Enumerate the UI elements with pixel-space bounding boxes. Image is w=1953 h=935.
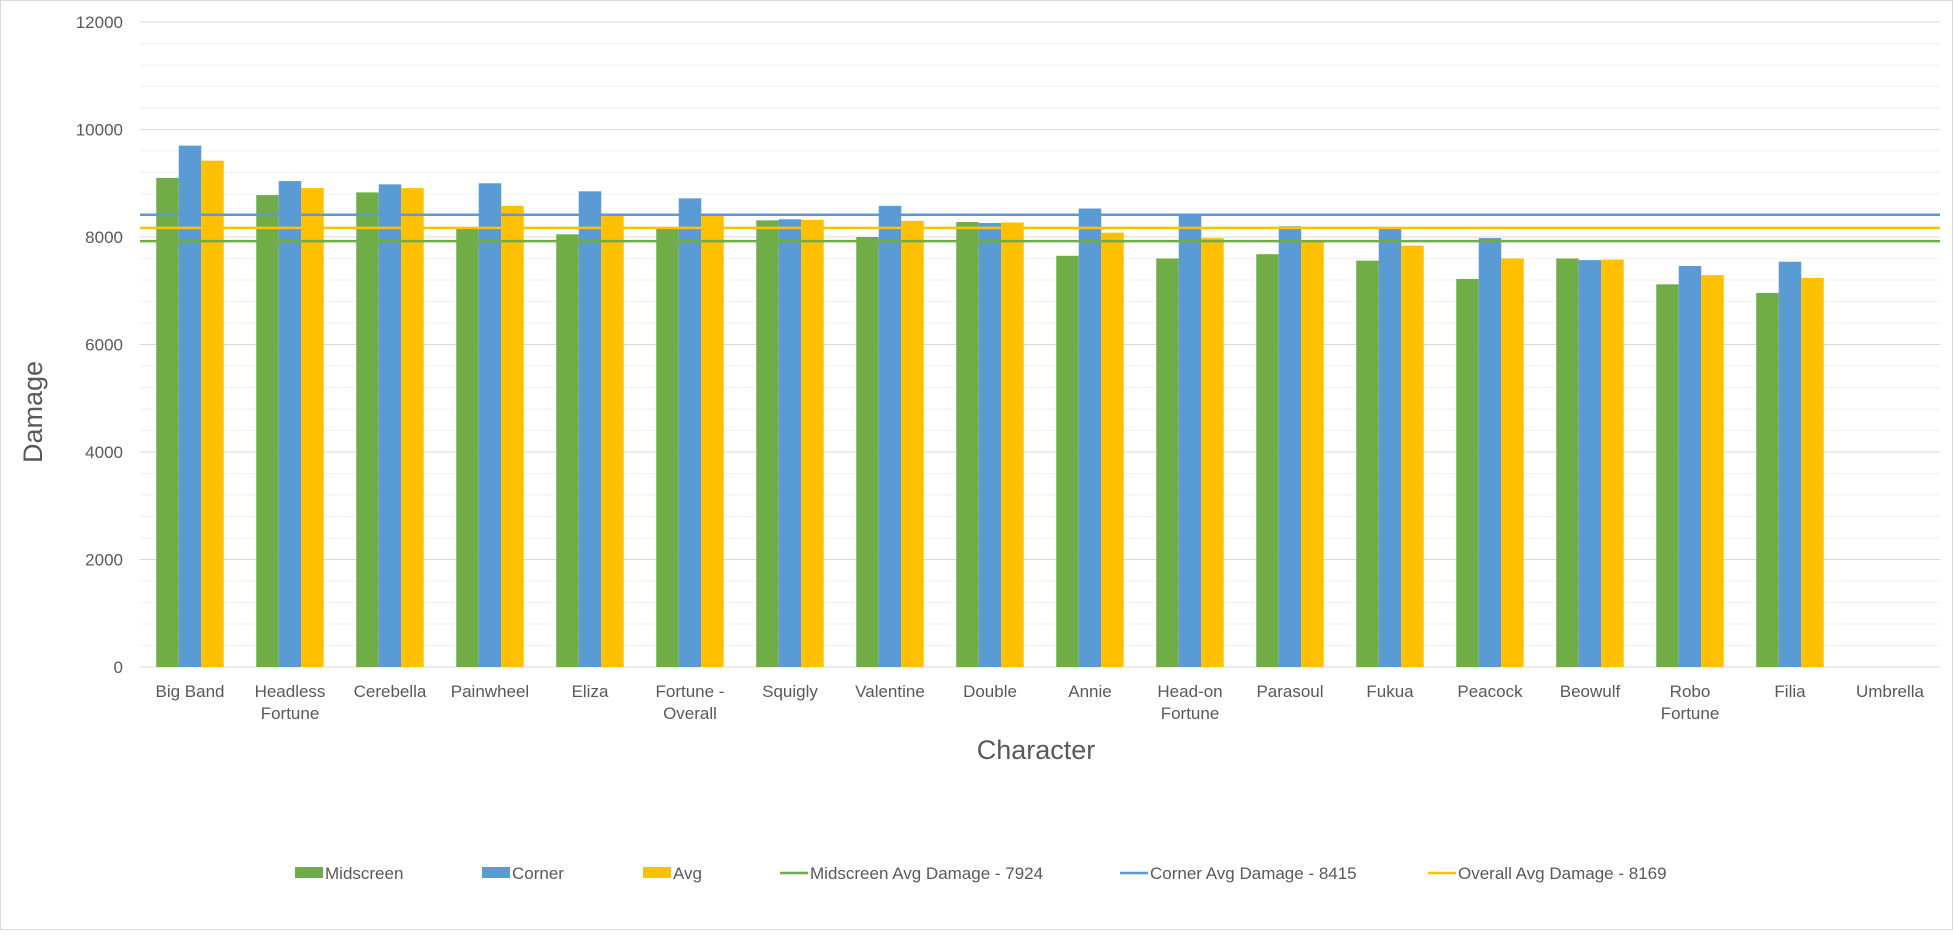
- bar-corner: [878, 205, 902, 667]
- y-tick-label: 4000: [85, 443, 123, 462]
- y-tick-label: 8000: [85, 228, 123, 247]
- bar-midscreen: [156, 177, 179, 667]
- y-tick-label: 2000: [85, 551, 123, 570]
- x-tick-label: Fortune: [1161, 704, 1220, 723]
- bar-corner: [1778, 261, 1802, 667]
- bar-corner: [1478, 238, 1502, 667]
- bar-avg: [801, 219, 824, 668]
- bar-avg: [701, 214, 724, 668]
- bar-midscreen: [1556, 258, 1579, 667]
- bar-corner: [978, 223, 1002, 667]
- bar-avg: [401, 188, 424, 667]
- y-tick-label: 10000: [76, 121, 123, 140]
- bar-avg: [1301, 241, 1324, 668]
- x-tick-label: Valentine: [855, 682, 925, 701]
- x-tick-label: Parasoul: [1256, 682, 1323, 701]
- bar-avg: [1001, 222, 1024, 668]
- bar-corner: [1578, 260, 1602, 667]
- bar-midscreen: [956, 221, 979, 667]
- bar-avg: [1401, 245, 1424, 667]
- bar-midscreen: [356, 192, 379, 667]
- bar-corner: [478, 183, 502, 667]
- y-axis-title: Damage: [18, 361, 48, 463]
- bar-corner: [178, 145, 202, 667]
- bar-avg: [901, 220, 924, 667]
- x-tick-label: Annie: [1068, 682, 1111, 701]
- bar-corner: [578, 191, 602, 667]
- bar-corner: [1278, 226, 1302, 667]
- x-tick-label: Double: [963, 682, 1017, 701]
- bar-corner: [778, 219, 802, 667]
- x-tick-label: Big Band: [156, 682, 225, 701]
- bar-midscreen: [756, 220, 779, 667]
- bar-corner: [1378, 228, 1402, 667]
- legend-label: Corner Avg Damage - 8415: [1150, 864, 1357, 883]
- bar-avg: [1501, 258, 1524, 667]
- x-tick-label: Fukua: [1366, 682, 1414, 701]
- bar-avg: [301, 188, 324, 667]
- bar-avg: [1701, 275, 1724, 667]
- legend-label: Avg: [673, 864, 702, 883]
- y-tick-label: 12000: [76, 13, 123, 32]
- bar-midscreen: [1656, 284, 1679, 667]
- bar-corner: [678, 198, 702, 668]
- y-tick-label: 0: [114, 658, 123, 677]
- bar-avg: [1101, 232, 1124, 667]
- bar-midscreen: [1456, 278, 1479, 667]
- bar-midscreen: [556, 234, 579, 667]
- bar-corner: [378, 184, 402, 667]
- bar-midscreen: [856, 237, 879, 667]
- x-tick-label: Head-on: [1157, 682, 1222, 701]
- bar-midscreen: [256, 195, 279, 667]
- x-tick-label: Fortune -: [656, 682, 725, 701]
- bar-avg: [1801, 277, 1824, 667]
- bar-avg: [1201, 238, 1224, 667]
- x-tick-label: Eliza: [572, 682, 609, 701]
- legend-label: Overall Avg Damage - 8169: [1458, 864, 1667, 883]
- bar-corner: [1678, 266, 1702, 667]
- x-tick-label: Filia: [1774, 682, 1806, 701]
- bar-corner: [1078, 208, 1102, 667]
- legend-swatch: [482, 867, 510, 878]
- bar-avg: [1601, 259, 1624, 667]
- bar-midscreen: [1056, 255, 1079, 667]
- x-tick-label: Beowulf: [1560, 682, 1621, 701]
- x-tick-label: Peacock: [1457, 682, 1523, 701]
- bar-midscreen: [1156, 258, 1179, 667]
- bar-corner: [1178, 215, 1202, 667]
- x-tick-label: Umbrella: [1856, 682, 1925, 701]
- legend-swatch: [295, 867, 323, 878]
- x-tick-label: Cerebella: [354, 682, 427, 701]
- bar-midscreen: [1356, 260, 1379, 667]
- bar-midscreen: [1756, 292, 1779, 667]
- legend-label: Midscreen: [325, 864, 403, 883]
- x-tick-label: Squigly: [762, 682, 818, 701]
- x-tick-label: Overall: [663, 704, 717, 723]
- bar-midscreen: [656, 228, 679, 667]
- x-tick-label: Fortune: [261, 704, 320, 723]
- bar-avg: [601, 214, 624, 668]
- bar-corner: [278, 181, 302, 667]
- legend-label: Midscreen Avg Damage - 7924: [810, 864, 1043, 883]
- bar-avg: [201, 160, 224, 668]
- y-tick-label: 6000: [85, 336, 123, 355]
- x-axis-title: Character: [977, 735, 1096, 765]
- legend-label: Corner: [512, 864, 564, 883]
- x-tick-label: Painwheel: [451, 682, 529, 701]
- bar-midscreen: [1256, 254, 1279, 667]
- bar-midscreen: [456, 228, 479, 667]
- x-tick-label: Fortune: [1661, 704, 1720, 723]
- x-tick-label: Headless: [255, 682, 326, 701]
- x-tick-label: Robo: [1670, 682, 1711, 701]
- legend-swatch: [643, 867, 671, 878]
- bar-avg: [501, 205, 524, 667]
